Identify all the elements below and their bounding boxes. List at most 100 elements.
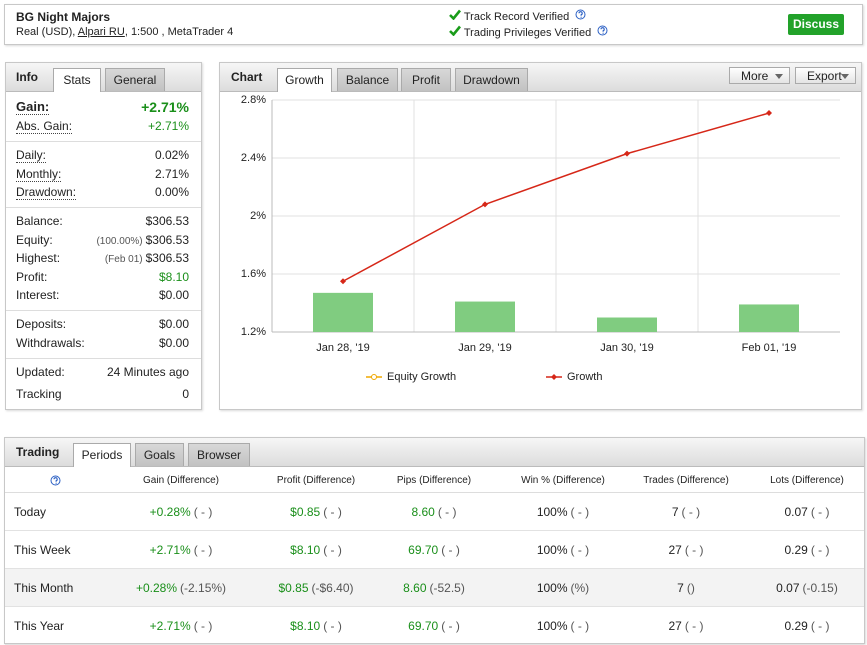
row-label: This Month [14, 581, 74, 595]
tab[interactable]: Drawdown [455, 68, 528, 91]
stat-value: $0.00 [159, 317, 189, 331]
cell-value: +2.71% [149, 619, 191, 633]
stat-text: +2.71% [141, 99, 189, 115]
stat-label: Highest: [16, 251, 61, 265]
stat-label: Gain: [16, 99, 50, 115]
tab[interactable]: Profit [401, 68, 451, 91]
stat-value: +2.71% [141, 99, 189, 115]
stat-text: 0.00% [154, 185, 189, 199]
stat-label: Deposits: [16, 317, 67, 331]
tab[interactable]: Growth [277, 68, 332, 92]
x-tick-label: Jan 28, '19 [316, 342, 369, 354]
stat-label: Updated: [16, 364, 65, 379]
separator [6, 207, 201, 208]
stat-text: 0 [182, 387, 189, 401]
help-icon[interactable] [597, 25, 608, 36]
x-tick-label: Feb 01, '19 [742, 342, 797, 354]
table-cell: 100%( - ) [473, 543, 653, 557]
row-label: This Year [14, 619, 65, 633]
y-tick-label: 2% [250, 210, 266, 222]
cell-value: $8.10 [290, 619, 321, 633]
table-cell: 8.60 (-52.5) [344, 581, 524, 595]
tab[interactable]: Goals [135, 443, 184, 466]
cell-value: 100% [536, 543, 568, 557]
table-row: This Month +0.28% (-2.15%) $0.85 (-$6.40) 8.6… [5, 569, 864, 607]
verified-2: Trading Privileges Verified [449, 25, 608, 39]
table-cell: 0.07( - ) [717, 505, 867, 519]
stat-label: Equity: [16, 232, 53, 247]
export-button[interactable]: Export [795, 67, 856, 84]
cell-value: 7 [671, 505, 679, 519]
trading-panel: Trading Periods Goals Browser Gain (Diff… [4, 437, 865, 645]
table-cell: 69.70( - ) [344, 619, 524, 633]
panel-title: Info [16, 70, 38, 84]
table-cell: +2.71%( - ) [91, 543, 271, 557]
tab[interactable]: Stats [53, 68, 101, 92]
stat-text: $8.10 [158, 269, 189, 284]
separator [6, 310, 201, 311]
stat-text: $306.53 [145, 251, 189, 265]
stat-value: +2.71% [148, 119, 189, 133]
bar [455, 301, 515, 332]
cell-diff: ( - ) [684, 543, 704, 557]
more-button[interactable]: More [729, 67, 790, 84]
cell-diff: () [686, 581, 695, 595]
cell-value: +2.71% [149, 543, 191, 557]
table-row: Today +0.28%( - ) $0.85( - ) 8.60( - ) 100%(… [5, 493, 864, 531]
row-label: This Week [14, 543, 71, 557]
cell-value: 100% [536, 505, 568, 519]
cell-value: 69.70 [408, 543, 439, 557]
table-cell: +0.28% (-2.15%) [91, 581, 271, 595]
cell-diff: ( - ) [570, 505, 590, 519]
cell-value: 0.29 [784, 619, 808, 633]
help-icon[interactable] [575, 9, 586, 20]
x-tick-label: Jan 30, '19 [600, 342, 653, 354]
stat-text: $306.53 [145, 214, 189, 228]
separator [6, 141, 201, 142]
tab[interactable]: Balance [337, 68, 398, 91]
point [766, 110, 772, 117]
cell-value: 8.60 [403, 581, 427, 595]
cell-diff: ( - ) [810, 619, 830, 633]
system-title: BG Night Majors [16, 10, 111, 24]
header: BG Night Majors Real (USD), Alpari RU, 1… [4, 4, 863, 45]
bar [313, 292, 373, 332]
column-header: Pips (Difference) [396, 475, 472, 486]
table-cell: 7() [596, 581, 776, 595]
stat-value: 2.71% [155, 167, 189, 181]
cell-value: 0.07 [784, 505, 808, 519]
stat-label: Daily: [16, 148, 47, 163]
table-cell: 27( - ) [596, 619, 776, 633]
stat-label: Profit: [16, 269, 48, 284]
help-icon[interactable] [50, 475, 61, 486]
cell-diff: ( - ) [810, 505, 830, 519]
cell-value: 8.60 [411, 505, 435, 519]
table-cell: $0.85( - ) [226, 505, 406, 519]
point [482, 201, 488, 208]
stat-label: Tracking [16, 387, 62, 401]
stat-value: $306.53 [146, 214, 189, 228]
legend-marker [371, 374, 377, 380]
table-cell: 0.07 (-0.15) [717, 581, 867, 595]
discuss-button[interactable]: Discuss [788, 14, 844, 35]
table-cell: 100%( - ) [473, 619, 653, 633]
broker-link[interactable]: Alpari RU [77, 26, 125, 38]
stat-note: (Feb 01) [104, 254, 143, 265]
stat-text: 2.71% [154, 166, 189, 181]
tab[interactable]: Browser [188, 443, 250, 466]
stat-value: 0.00% [155, 185, 189, 199]
stat-label: Interest: [16, 288, 60, 302]
table-row: This Week +2.71%( - ) $8.10( - ) 69.70( - )… [5, 531, 864, 569]
column-header: Win % (Difference) [521, 475, 605, 486]
tab[interactable]: Periods [73, 443, 131, 467]
cell-value: 69.70 [408, 619, 439, 633]
cell-diff: ( - ) [193, 619, 213, 633]
check-icon [449, 9, 462, 21]
panel-title: Trading [16, 445, 60, 459]
table-cell: 7( - ) [596, 505, 776, 519]
stat-text: 0.02% [154, 148, 189, 162]
tab[interactable]: General [105, 68, 165, 91]
cell-value: 100% [536, 581, 568, 595]
